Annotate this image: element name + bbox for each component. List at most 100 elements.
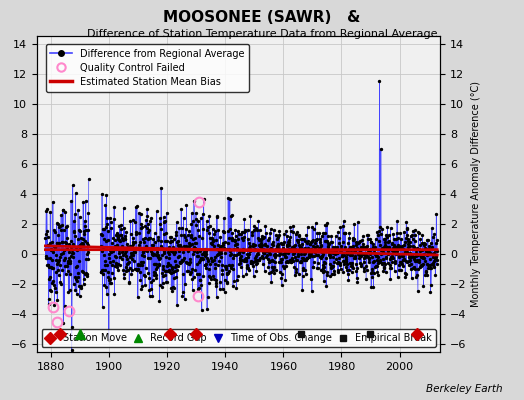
Point xyxy=(401,269,409,276)
Point xyxy=(296,247,304,254)
Point xyxy=(217,266,226,273)
Point xyxy=(325,254,334,261)
Point xyxy=(297,251,305,257)
Point xyxy=(115,250,123,256)
Point xyxy=(165,255,173,261)
Point xyxy=(410,254,418,260)
Point xyxy=(97,267,106,273)
Point xyxy=(182,246,191,252)
Point xyxy=(143,206,151,212)
Point xyxy=(224,194,232,201)
Point xyxy=(354,250,363,256)
Point xyxy=(302,240,311,246)
Point xyxy=(394,246,402,253)
Point xyxy=(157,185,165,191)
Point xyxy=(260,250,269,256)
Point xyxy=(262,230,270,236)
Point xyxy=(350,221,358,228)
Point xyxy=(224,246,233,252)
Point xyxy=(59,320,68,326)
Point xyxy=(45,264,53,270)
Point xyxy=(192,216,201,223)
Point xyxy=(265,259,273,266)
Point xyxy=(188,276,196,282)
Point xyxy=(344,246,353,252)
Point xyxy=(403,232,411,238)
Point xyxy=(331,251,339,257)
Point xyxy=(298,241,306,247)
Point xyxy=(128,256,136,262)
Point xyxy=(229,265,237,272)
Point xyxy=(126,218,135,225)
Point xyxy=(246,246,254,252)
Point xyxy=(407,266,415,272)
Point xyxy=(272,236,281,242)
Point xyxy=(383,245,391,252)
Point xyxy=(114,267,122,273)
Point xyxy=(184,268,192,274)
Point xyxy=(148,251,157,258)
Point xyxy=(427,240,435,246)
Point xyxy=(165,267,173,274)
Point xyxy=(342,259,351,266)
Point xyxy=(253,257,261,263)
Point xyxy=(107,280,115,286)
Point xyxy=(149,277,157,283)
Point xyxy=(294,253,302,259)
Point xyxy=(292,248,301,254)
Point xyxy=(267,278,276,285)
Point xyxy=(401,235,410,242)
Point xyxy=(117,222,126,228)
Point xyxy=(399,242,408,248)
Point xyxy=(74,270,82,276)
Point xyxy=(96,268,105,275)
Point xyxy=(110,216,118,222)
Point xyxy=(185,243,193,249)
Point xyxy=(138,223,146,230)
Point xyxy=(345,266,353,273)
Point xyxy=(204,258,212,264)
Point xyxy=(239,249,247,255)
Point xyxy=(161,254,170,260)
Point xyxy=(427,264,435,271)
Point xyxy=(209,237,217,244)
Point xyxy=(395,262,403,268)
Point xyxy=(208,235,216,241)
Point xyxy=(50,302,59,308)
Point xyxy=(185,256,194,262)
Point xyxy=(301,250,309,256)
Point xyxy=(363,253,371,259)
Point xyxy=(378,225,387,232)
Point xyxy=(366,236,375,242)
Point xyxy=(407,232,415,239)
Point xyxy=(102,283,110,290)
Point xyxy=(381,261,390,267)
Point xyxy=(356,253,365,260)
Point xyxy=(242,264,250,270)
Point xyxy=(413,272,421,278)
Point xyxy=(112,242,121,248)
Point xyxy=(168,266,177,272)
Point xyxy=(263,248,271,254)
Point xyxy=(51,244,59,250)
Point xyxy=(397,259,406,265)
Point xyxy=(332,249,341,256)
Point xyxy=(319,230,328,237)
Point xyxy=(254,247,262,254)
Point xyxy=(245,244,254,251)
Point xyxy=(214,227,223,233)
Point xyxy=(243,265,251,272)
Point xyxy=(135,242,143,248)
Point xyxy=(305,253,313,260)
Point xyxy=(146,218,155,224)
Point xyxy=(213,246,222,252)
Point xyxy=(105,277,113,283)
Point xyxy=(115,222,124,229)
Point xyxy=(388,253,397,260)
Point xyxy=(112,260,120,266)
Point xyxy=(195,248,204,255)
Point xyxy=(346,252,354,258)
Point xyxy=(432,210,441,217)
Y-axis label: Monthly Temperature Anomaly Difference (°C): Monthly Temperature Anomaly Difference (… xyxy=(471,81,481,307)
Point xyxy=(272,246,281,252)
